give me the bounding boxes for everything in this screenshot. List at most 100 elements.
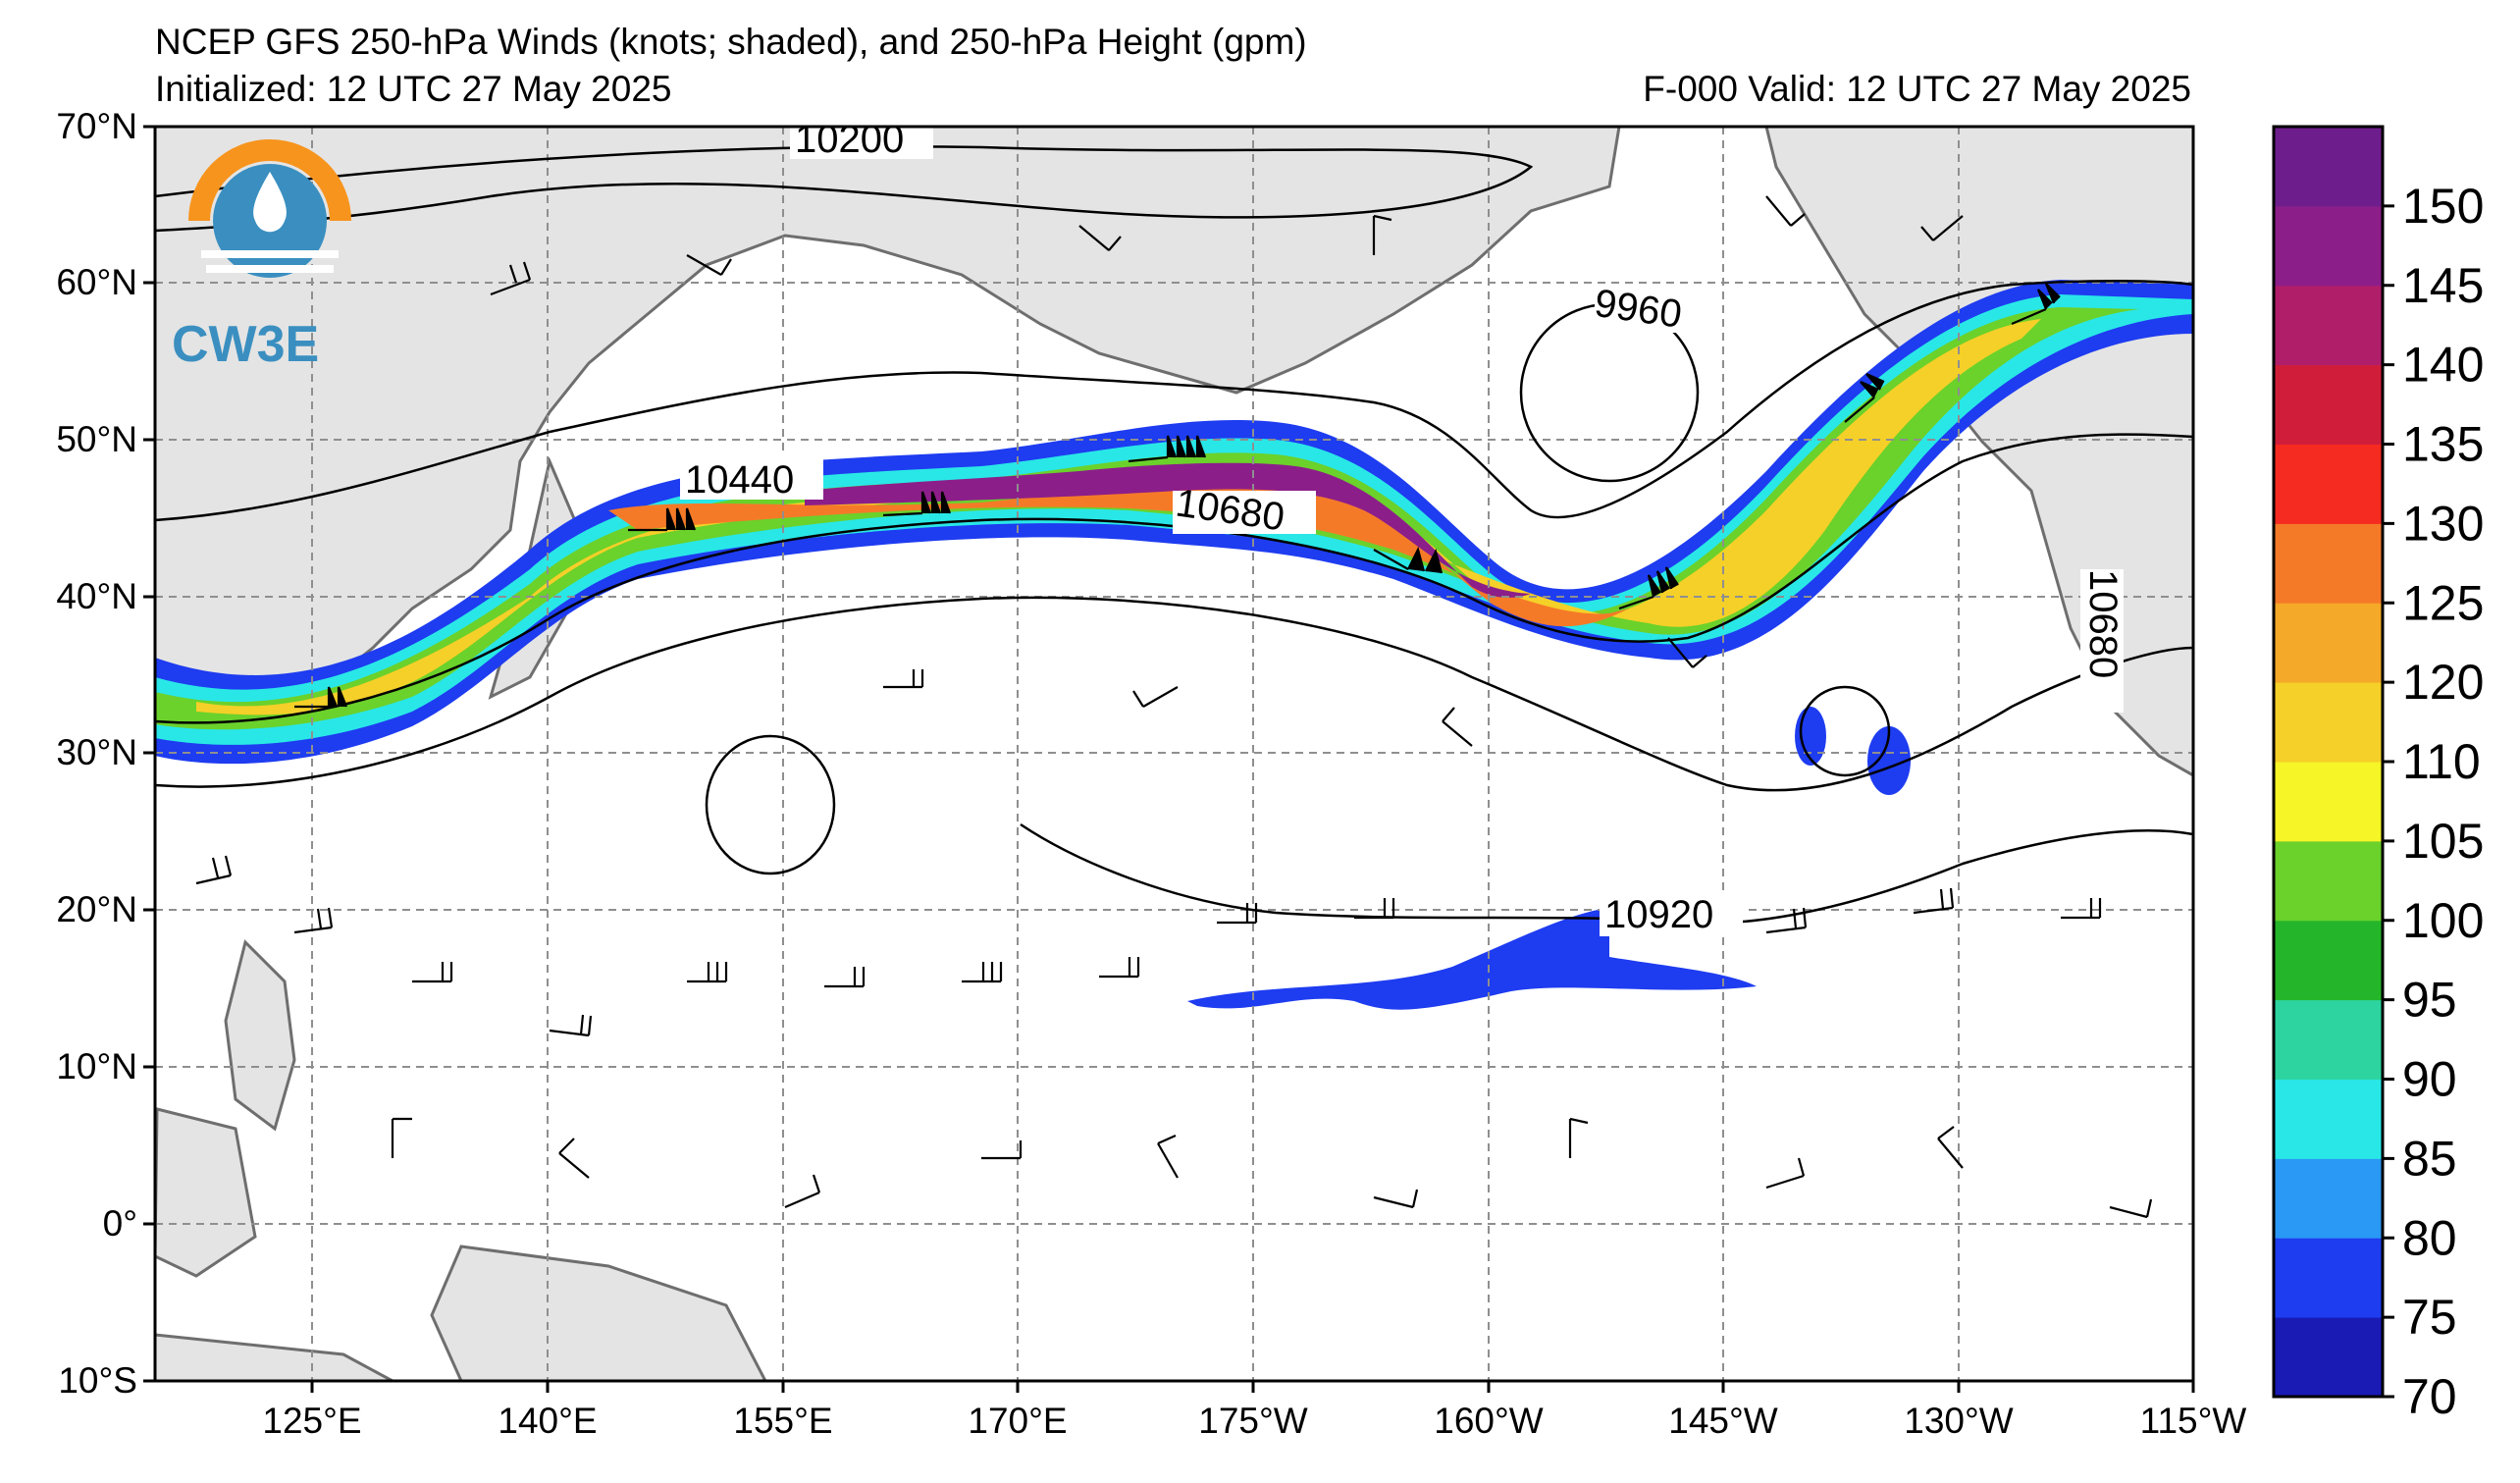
lon-label: 115°W bbox=[2140, 1401, 2247, 1441]
colorbar-segment bbox=[2274, 205, 2383, 287]
colorbar-segment bbox=[2274, 840, 2383, 922]
colorbar: 150 145 140 135 130 125 120 110 105 100 95 90 85 80 75… bbox=[2272, 125, 2484, 1424]
contour-label-bg bbox=[790, 127, 933, 159]
colorbar-tick-label: 85 bbox=[2402, 1131, 2457, 1186]
wind-barb bbox=[687, 962, 728, 983]
map-title: NCEP GFS 250-hPa Winds (knots; shaded), … bbox=[155, 22, 1307, 62]
lat-label: 10°S bbox=[58, 1360, 137, 1401]
contour-label-bg bbox=[1173, 491, 1316, 534]
wind-barb bbox=[195, 855, 233, 885]
wind-barb bbox=[1217, 903, 1258, 925]
contour-high-center bbox=[705, 734, 836, 875]
wind-barb bbox=[294, 686, 348, 709]
colorbar-segment bbox=[2274, 523, 2383, 604]
contour-label-bg bbox=[680, 456, 823, 500]
colorbar-tick-label: 145 bbox=[2402, 258, 2484, 313]
colorbar-tick-label: 75 bbox=[2402, 1290, 2457, 1345]
lat-label: 40°N bbox=[56, 576, 137, 616]
wind-barb bbox=[981, 1140, 1023, 1160]
wind-barb bbox=[1765, 1157, 1806, 1190]
wind-barb bbox=[1078, 225, 1122, 251]
contour-label: 10680 bbox=[2081, 569, 2125, 678]
wind-barb bbox=[2061, 898, 2102, 920]
valid-time-label: F-000 Valid: 12 UTC 27 May 2025 bbox=[1643, 69, 2191, 109]
logo-drop bbox=[253, 172, 287, 233]
wind-barb bbox=[784, 1174, 821, 1209]
lat-label: 60°N bbox=[56, 262, 137, 302]
colorbar-tick-label: 140 bbox=[2402, 338, 2484, 393]
lat-label: 0° bbox=[103, 1203, 137, 1244]
shade-patch-east-1 bbox=[1795, 707, 1826, 766]
wind-barb bbox=[293, 907, 334, 934]
wind-barb bbox=[628, 507, 697, 532]
wind-barb bbox=[1442, 707, 1473, 747]
lon-label: 130°W bbox=[1904, 1401, 2014, 1441]
contour-10200 bbox=[155, 145, 1534, 233]
wind-barb bbox=[1618, 566, 1679, 610]
wind-barb bbox=[1132, 686, 1179, 708]
wind-barb bbox=[391, 1117, 412, 1158]
jet-band-100kt bbox=[155, 307, 2139, 730]
wind-barb bbox=[1568, 1117, 1589, 1158]
lon-label: 145°W bbox=[1668, 1401, 1778, 1441]
wind-barb bbox=[1765, 195, 1806, 227]
jet-band-125kt bbox=[608, 481, 1629, 627]
logo-text: CW3E bbox=[172, 316, 319, 373]
colorbar-tick-label: 125 bbox=[2402, 575, 2484, 630]
wind-barb bbox=[412, 962, 453, 983]
wind-barb bbox=[1354, 898, 1395, 920]
lon-label: 140°E bbox=[498, 1401, 597, 1441]
wind-barb bbox=[883, 669, 924, 689]
contour-10680 bbox=[155, 433, 2193, 724]
wind-barb bbox=[1920, 215, 1964, 241]
colorbar-segment bbox=[2274, 603, 2383, 683]
wind-barb bbox=[1667, 637, 1707, 668]
contour-label-group: 10200 10440 10680 9960 10920 10680 bbox=[680, 118, 2125, 936]
wind-barb bbox=[962, 962, 1003, 983]
shade-patch-tropical bbox=[1187, 908, 1757, 1010]
colorbar-tick-label: 70 bbox=[2402, 1369, 2457, 1424]
colorbar-tick-label: 120 bbox=[2402, 655, 2484, 710]
wind-barb bbox=[1157, 1134, 1179, 1179]
wind-barb bbox=[1844, 372, 1885, 423]
lon-labels: 125°E 140°E 155°E 170°E 175°W 160°W 145°… bbox=[262, 1401, 2246, 1441]
contour-label-bg bbox=[1595, 290, 1712, 333]
colorbar-segment bbox=[2274, 682, 2383, 763]
wind-barb bbox=[824, 967, 866, 988]
colorbar-tick-label: 110 bbox=[2402, 734, 2481, 789]
contour-10440 bbox=[155, 280, 2193, 522]
land-philippines bbox=[224, 939, 296, 1132]
colorbar-segment bbox=[2274, 920, 2383, 1001]
contour-label: 10440 bbox=[685, 458, 794, 502]
contour-label: 10920 bbox=[1604, 893, 1713, 936]
wind-barb bbox=[490, 261, 532, 296]
colorbar-tick-label: 105 bbox=[2402, 814, 2484, 869]
colorbar-segment bbox=[2274, 364, 2383, 445]
logo-wave bbox=[201, 250, 339, 258]
wind-barbs bbox=[195, 195, 2153, 1219]
lon-label: 155°E bbox=[733, 1401, 832, 1441]
colorbar-segment bbox=[2274, 999, 2383, 1080]
colorbar-segment bbox=[2274, 127, 2383, 207]
colorbar-tick-label: 135 bbox=[2402, 417, 2484, 472]
jet-band-140kt bbox=[805, 462, 1531, 599]
wind-barb bbox=[2109, 1198, 2153, 1219]
wind-barb bbox=[1128, 435, 1207, 463]
axis-ticks bbox=[143, 125, 2195, 1393]
colorbar-tick-label: 130 bbox=[2402, 496, 2484, 551]
colorbar-tick-label: 100 bbox=[2402, 893, 2484, 948]
wind-barb bbox=[1937, 1126, 1964, 1169]
colorbar-segment bbox=[2274, 1158, 2383, 1239]
lat-label: 20°N bbox=[56, 889, 137, 929]
contour-label-bg bbox=[2080, 569, 2124, 713]
land-australia-north bbox=[155, 1333, 394, 1381]
lat-label: 50°N bbox=[56, 419, 137, 459]
logo-wave bbox=[206, 265, 334, 273]
contour-mid bbox=[155, 596, 2193, 792]
graticule bbox=[155, 127, 2193, 1381]
colorbar-segment bbox=[2274, 1317, 2383, 1398]
wind-barb bbox=[1099, 957, 1140, 979]
contour-label: 10200 bbox=[795, 118, 904, 161]
contour-cutoff-low bbox=[1799, 685, 1891, 777]
colorbar-tick-label: 150 bbox=[2402, 179, 2484, 234]
